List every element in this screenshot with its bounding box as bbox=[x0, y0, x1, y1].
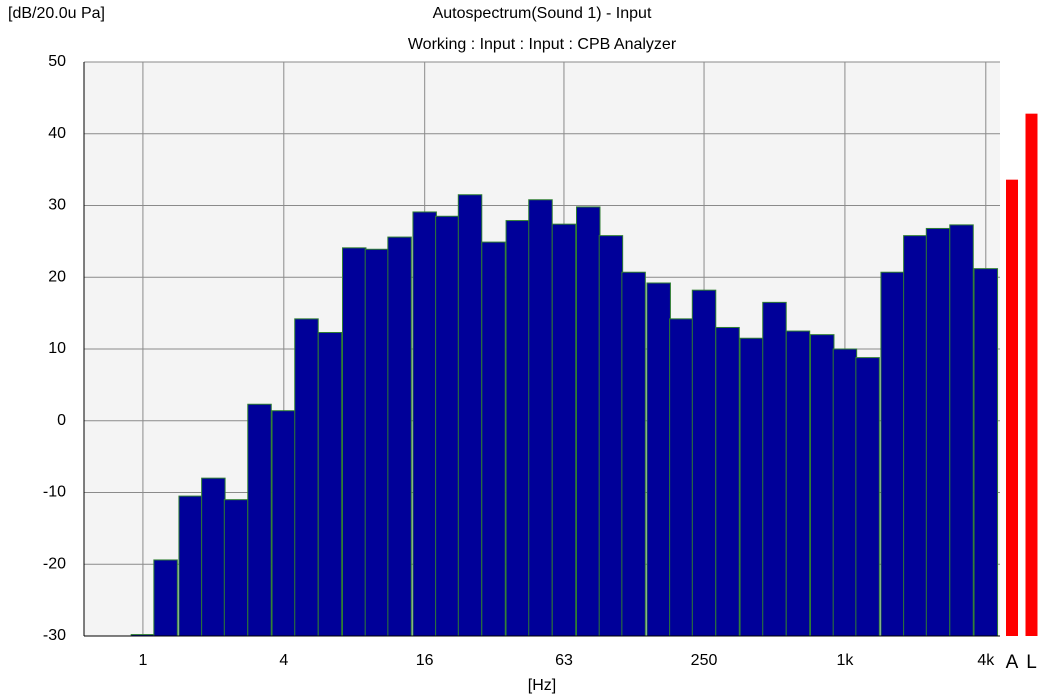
x-axis-label: [Hz] bbox=[528, 677, 556, 694]
x-tick-label: 1 bbox=[138, 652, 147, 669]
bar bbox=[762, 301, 787, 637]
bar bbox=[342, 247, 367, 637]
bar bbox=[223, 499, 249, 637]
bar bbox=[691, 289, 717, 637]
y-tick-label: 20 bbox=[48, 268, 66, 285]
bar bbox=[809, 334, 835, 637]
x-tick-label: 250 bbox=[691, 652, 718, 669]
y-tick-label: 50 bbox=[48, 53, 66, 70]
bar bbox=[551, 223, 577, 637]
bar bbox=[294, 318, 319, 637]
bar bbox=[271, 410, 297, 637]
bar bbox=[576, 206, 601, 637]
bar bbox=[880, 271, 905, 637]
overall-bar bbox=[1006, 179, 1018, 637]
x-tick-label: 1k bbox=[836, 652, 854, 669]
overall-bar bbox=[1025, 113, 1038, 636]
bar bbox=[505, 220, 531, 637]
bar bbox=[903, 235, 928, 637]
x-tick-label: 63 bbox=[555, 652, 573, 669]
y-tick-label: 40 bbox=[48, 125, 66, 142]
y-tick-label: -10 bbox=[43, 484, 66, 501]
bar bbox=[949, 224, 974, 637]
bar bbox=[364, 248, 390, 637]
y-tick-label: 30 bbox=[48, 197, 66, 214]
bar bbox=[832, 348, 858, 637]
overall-label: A bbox=[1006, 652, 1019, 673]
bar bbox=[153, 559, 178, 637]
bar bbox=[621, 271, 646, 637]
x-tick-label: 4k bbox=[977, 652, 995, 669]
bar bbox=[317, 331, 343, 637]
bar bbox=[387, 236, 412, 637]
bar bbox=[973, 268, 999, 637]
bar bbox=[925, 227, 951, 637]
bar bbox=[247, 403, 272, 637]
bar bbox=[457, 194, 483, 637]
bar bbox=[646, 282, 671, 637]
x-tick-label: 16 bbox=[416, 652, 434, 669]
bar bbox=[785, 330, 811, 637]
y-axis-label: [dB/20.0u Pa] bbox=[8, 5, 105, 22]
bar bbox=[528, 199, 553, 637]
overall-label: L bbox=[1026, 652, 1037, 673]
x-tick-label: 4 bbox=[279, 652, 288, 669]
bar bbox=[669, 318, 694, 637]
bar bbox=[435, 215, 460, 637]
bar bbox=[412, 211, 437, 637]
bar bbox=[739, 337, 765, 637]
y-tick-label: -30 bbox=[43, 627, 66, 644]
bar bbox=[855, 357, 880, 637]
bar bbox=[715, 326, 740, 637]
bar bbox=[598, 235, 624, 637]
y-tick-label: 10 bbox=[48, 340, 66, 357]
chart-subtitle: Working : Input : Input : CPB Analyzer bbox=[408, 36, 677, 53]
y-tick-label: 0 bbox=[57, 412, 66, 429]
chart-title: Autospectrum(Sound 1) - Input bbox=[433, 5, 652, 22]
bar bbox=[178, 495, 203, 637]
bar bbox=[201, 477, 226, 637]
y-tick-label: -20 bbox=[43, 555, 66, 572]
bar bbox=[481, 241, 506, 637]
